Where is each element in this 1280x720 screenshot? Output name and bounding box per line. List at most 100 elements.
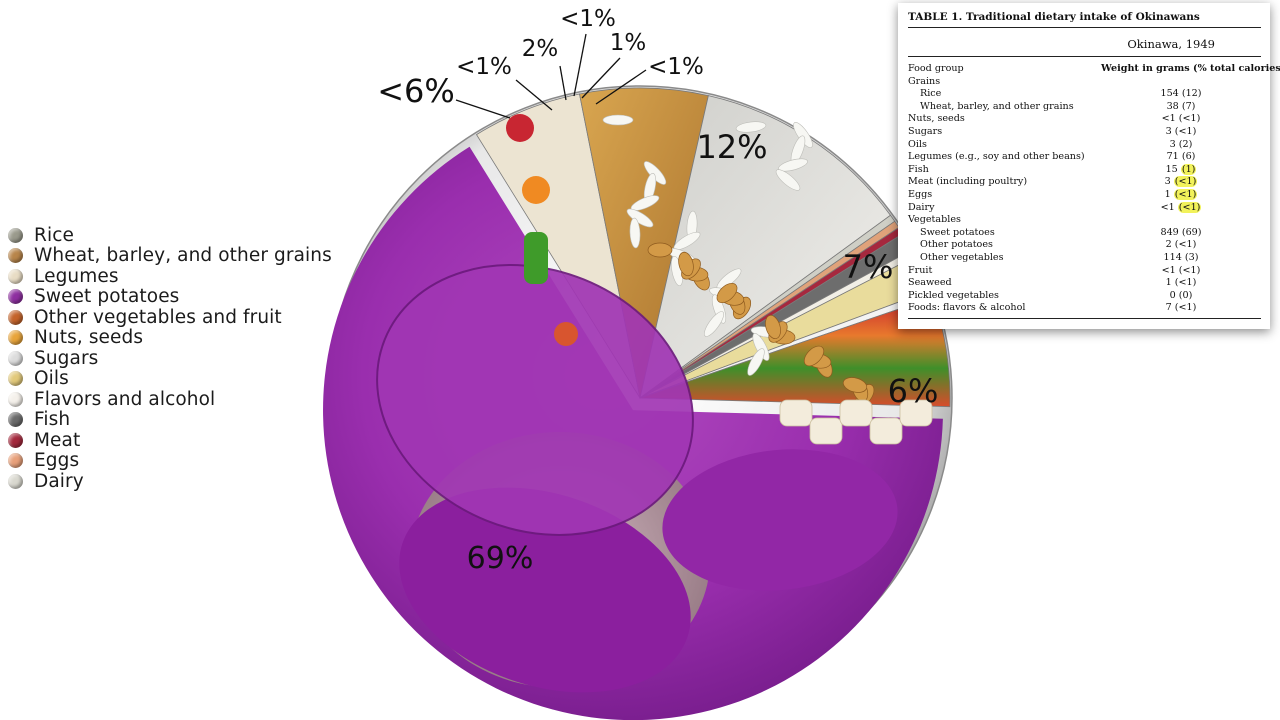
slice-label-sugars: <1% [456, 54, 512, 80]
rice-grain-image [735, 121, 767, 133]
table-row-foods-flavors-alcohol: Foods: flavors & alcohol 7 (<1) [908, 302, 1261, 315]
wheat-grain-image [842, 377, 868, 393]
rice-grain-image [752, 333, 770, 361]
legend-label: Dairy [34, 470, 84, 492]
table-cell-label: Eggs [908, 188, 933, 200]
table-cell-label: Legumes (e.g., soy and other beans) [908, 151, 1085, 163]
legend-label: Rice [34, 224, 74, 246]
rice-grain-image [703, 311, 725, 337]
legend-label: Legumes [34, 265, 119, 287]
wheat-grain-image [678, 251, 694, 277]
table-cell-label: Wheat, barley, and other grains [920, 100, 1074, 112]
table-cell-value: 2 (<1) [1165, 239, 1197, 251]
table-row-pickled-vegetables: Pickled vegetables 0 (0) [908, 290, 1261, 303]
table-cell-label: Vegetables [908, 214, 961, 226]
legend-item-other-vegetables-and-fruit: Other vegetables and fruit [8, 307, 348, 328]
legend-label: Other vegetables and fruit [34, 306, 282, 328]
slice-label-flavors-and-alcohol: <1% [560, 6, 616, 32]
slice-label-sweet-potatoes: 69% [467, 541, 534, 576]
table-row-other-potatoes: Other potatoes 2 (<1) [908, 239, 1261, 252]
nuts-seeds-swatch-icon [8, 330, 23, 346]
tomato-image [554, 322, 578, 346]
chart-legend: Rice Wheat, barley, and other grains Legum… [8, 225, 348, 492]
table-cell-value: <1 (<1) [1160, 201, 1202, 213]
table-subtitle: Okinawa, 1949 [908, 28, 1261, 57]
table-row-seaweed: Seaweed 1 (<1) [908, 277, 1261, 290]
sweet-potato-cut-face-image [376, 264, 694, 536]
legend-label: Eggs [34, 450, 80, 472]
callout-line-fish [581, 57, 621, 99]
other-vegetables-and-fruit-swatch-icon [8, 309, 23, 325]
legend-item-dairy: Dairy [8, 471, 348, 492]
legend-item-fish: Fish [8, 409, 348, 431]
wheat-grain-image [716, 282, 738, 304]
table-header-value: Weight in grams (% total calories) [1101, 63, 1280, 74]
legend-label: Sugars [34, 347, 99, 369]
legend-label: Oils [34, 368, 69, 390]
sweet-potato-cut-face-image [399, 487, 691, 693]
table-cell-label: Other potatoes [920, 239, 993, 251]
fish-swatch-icon [8, 412, 23, 428]
legend-item-nuts-seeds: Nuts, seeds [8, 327, 348, 349]
table-cell-value: 114 (3) [1163, 251, 1199, 263]
slice-label-wheat-barley-and-other-grains: 7% [843, 248, 894, 286]
legend-item-oils: Oils [8, 368, 348, 390]
table-cell-label: Sugars [908, 125, 943, 137]
callout-line-oils [559, 65, 567, 101]
table-row-wheat-barley-and-other-grains: Wheat, barley, and other grains 38 (7) [908, 101, 1261, 114]
table-cell-label: Nuts, seeds [908, 113, 965, 125]
table-cell-value: <1 (<1) [1161, 264, 1201, 276]
table-cell-label: Rice [920, 88, 942, 100]
table-row-other-vegetables: Other vegetables 114 (3) [908, 252, 1261, 265]
legend-label: Fish [34, 409, 71, 431]
eggs-swatch-icon [8, 453, 23, 469]
table-title: TABLE 1. Traditional dietary intake of O… [908, 11, 1261, 28]
legend-item-meat: Meat [8, 430, 348, 451]
legend-item-eggs: Eggs [8, 450, 348, 472]
table-cell-label: Fruit [908, 264, 933, 276]
table-cell-label: Fish [908, 163, 929, 175]
oils-swatch-icon [8, 371, 23, 387]
rice-grain-image [775, 169, 801, 191]
table-cell-value [1101, 76, 1261, 89]
dairy-swatch-icon [8, 473, 23, 489]
slice-label-rice: 12% [696, 128, 767, 166]
legend-label: Nuts, seeds [34, 327, 144, 349]
pie-slice-wheat-barley-and-other-grains [579, 87, 709, 399]
table-cell-value: 15 (1) [1165, 163, 1197, 175]
soybean-image [869, 417, 903, 445]
table-row-meat-including-poultry: Meat (including poultry) 3 (<1) [908, 176, 1261, 189]
slice-label-oils: 2% [522, 36, 559, 62]
wheat-barley-and-other-grains-swatch-icon [8, 248, 23, 264]
table-header-row: Food group Weight in grams (% total calo… [908, 63, 1280, 76]
rice-grain-image [629, 217, 641, 249]
table-row-sweet-potatoes: Sweet potatoes 849 (69) [908, 227, 1261, 240]
callout-line-other-vegetables-and-fruit [455, 99, 511, 119]
table-row-vegetables: Vegetables [908, 214, 1261, 227]
highlight-marker: (<1) [1173, 188, 1198, 200]
callout-line-sugars [515, 79, 553, 111]
highlight-marker: (<1) [1173, 176, 1198, 188]
meat-swatch-icon [8, 432, 23, 448]
table-row-grains: Grains [908, 76, 1261, 89]
table-row-eggs: Eggs 1 (<1) [908, 188, 1261, 202]
highlight-marker: (<1) [1177, 201, 1202, 213]
dietary-intake-table: TABLE 1. Traditional dietary intake of O… [898, 3, 1280, 329]
callout-line-dairy [595, 69, 647, 105]
table-cell-value: 849 (69) [1160, 226, 1202, 238]
table-row-rice: Rice 154 (12) [908, 88, 1261, 101]
table-cell-value: 3 (<1) [1164, 176, 1198, 188]
soybean-image [809, 417, 843, 445]
wheat-grain-image [647, 242, 673, 258]
slice-label-dairy: <1% [648, 54, 704, 80]
table-cell-label: Dairy [908, 201, 935, 213]
table-cell-label: Oils [908, 138, 927, 150]
soybean-image [779, 399, 813, 427]
legend-label: Flavors and alcohol [34, 388, 216, 410]
table-header-label: Food group [908, 63, 964, 74]
table-cell-label: Meat (including poultry) [908, 176, 1028, 188]
orange-image [522, 176, 550, 204]
table-cell-label: Seaweed [908, 277, 952, 289]
table-row-oils: Oils 3 (2) [908, 139, 1261, 152]
